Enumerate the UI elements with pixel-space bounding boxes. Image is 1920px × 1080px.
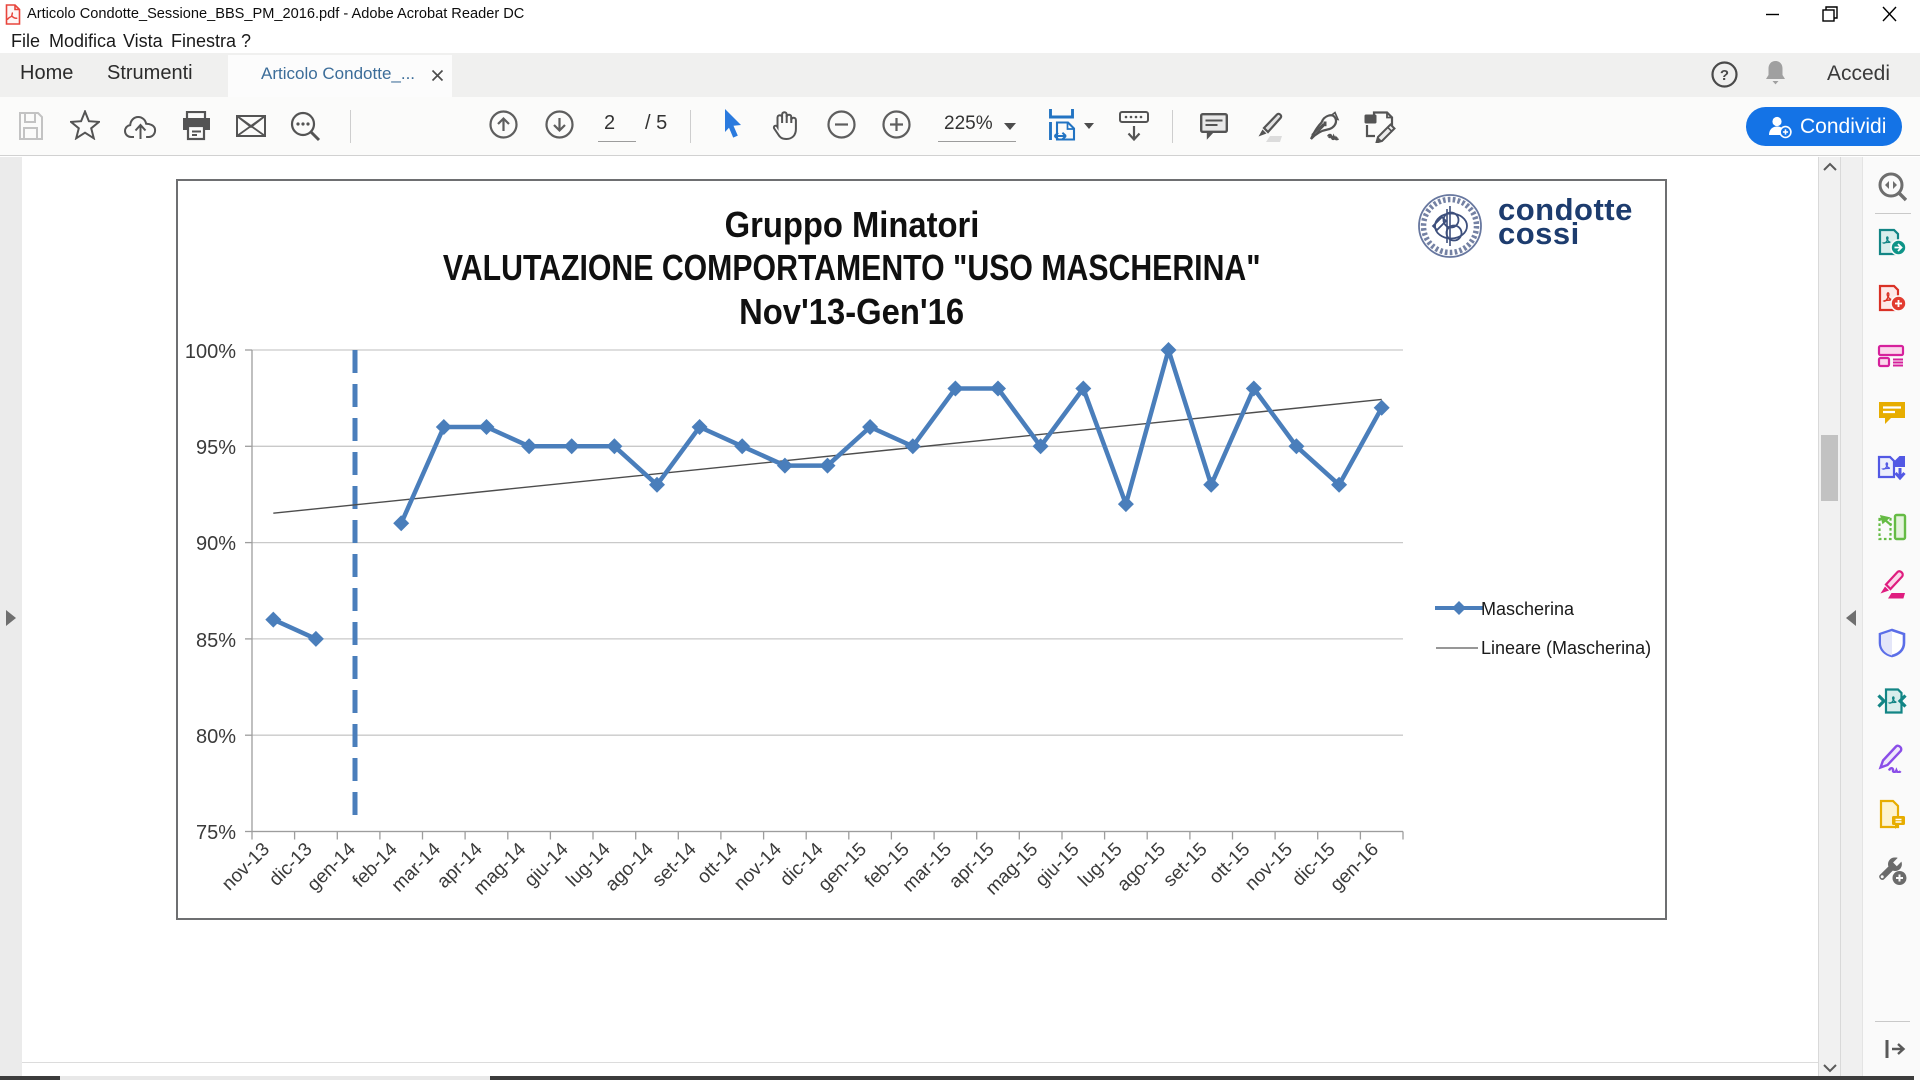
svg-text:?: ? [1720,67,1729,84]
